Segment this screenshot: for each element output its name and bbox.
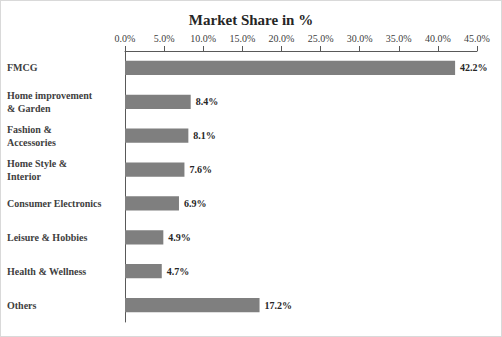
svg-text:Fashion &: Fashion &: [7, 124, 54, 135]
svg-text:& Garden: & Garden: [7, 103, 51, 114]
svg-text:30.0%: 30.0%: [347, 33, 373, 44]
svg-text:25.0%: 25.0%: [308, 33, 334, 44]
svg-text:8.1%: 8.1%: [193, 130, 216, 141]
svg-text:Home Style &: Home Style &: [7, 158, 70, 169]
svg-text:Health & Wellness: Health & Wellness: [7, 266, 86, 277]
svg-text:42.2%: 42.2%: [460, 62, 488, 73]
svg-text:Interior: Interior: [7, 171, 41, 182]
svg-text:17.2%: 17.2%: [265, 300, 293, 311]
svg-text:Leisure & Hobbies: Leisure & Hobbies: [7, 232, 87, 243]
svg-text:35.0%: 35.0%: [386, 33, 412, 44]
svg-text:15.0%: 15.0%: [229, 33, 255, 44]
svg-text:0.0%: 0.0%: [115, 33, 136, 44]
svg-text:6.9%: 6.9%: [184, 198, 207, 209]
svg-text:40.0%: 40.0%: [425, 33, 451, 44]
svg-text:Consumer Electronics: Consumer Electronics: [7, 198, 101, 209]
svg-text:10.0%: 10.0%: [190, 33, 216, 44]
svg-text:Others: Others: [7, 300, 37, 311]
svg-text:4.7%: 4.7%: [167, 266, 190, 277]
svg-text:8.4%: 8.4%: [196, 96, 219, 107]
svg-text:5.0%: 5.0%: [154, 33, 175, 44]
svg-text:FMCG: FMCG: [7, 62, 38, 73]
svg-text:45.0%: 45.0%: [464, 33, 490, 44]
svg-text:Accessories: Accessories: [7, 137, 56, 148]
svg-text:20.0%: 20.0%: [269, 33, 295, 44]
svg-text:Market Share in %: Market Share in %: [189, 12, 313, 28]
svg-text:Home improvement: Home improvement: [7, 90, 95, 101]
svg-text:7.6%: 7.6%: [189, 164, 212, 175]
svg-text:4.9%: 4.9%: [168, 232, 191, 243]
